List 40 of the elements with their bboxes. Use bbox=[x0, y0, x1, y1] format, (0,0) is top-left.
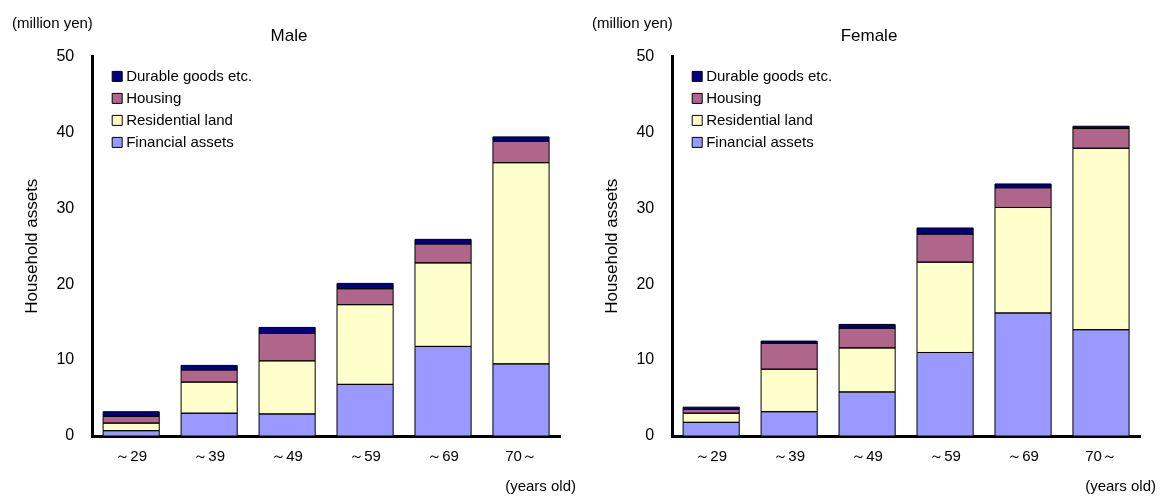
text: (years old) bbox=[505, 476, 576, 494]
y-tick-label: 40 bbox=[636, 122, 655, 140]
x-tick-label: 70～ bbox=[505, 447, 537, 465]
legend-label: Housing bbox=[126, 88, 182, 106]
x-tick-label: ～49 bbox=[271, 447, 303, 465]
y-tick-label: 30 bbox=[56, 198, 75, 216]
text: (million yen) bbox=[12, 13, 93, 31]
y-tick-label: 30 bbox=[636, 198, 655, 216]
y-tick-label: 0 bbox=[645, 426, 655, 444]
legend-label: Residential land bbox=[706, 110, 813, 128]
x-tick-label: ～59 bbox=[349, 447, 381, 465]
legend-label: Financial assets bbox=[706, 132, 814, 150]
x-tick-label: 70～ bbox=[1085, 447, 1117, 465]
legend-label: Housing bbox=[706, 88, 762, 106]
x-tick-label: ～29 bbox=[115, 447, 148, 465]
x-tick-label: ～39 bbox=[773, 447, 805, 465]
chart-title: Female bbox=[840, 25, 898, 45]
text: (million yen) bbox=[592, 13, 673, 31]
y-tick-label: 10 bbox=[56, 350, 75, 368]
x-tick-label: ～69 bbox=[427, 447, 459, 465]
legend-label: Durable goods etc. bbox=[126, 66, 253, 84]
y-tick-label: 40 bbox=[56, 122, 75, 140]
y-tick-label: 20 bbox=[636, 274, 655, 292]
y-axis-title: Household assets bbox=[21, 178, 41, 314]
text: (years old) bbox=[1085, 476, 1156, 494]
legend-label: Residential land bbox=[126, 110, 233, 128]
x-tick-label: ～49 bbox=[851, 447, 883, 465]
chart-title: Male bbox=[270, 25, 308, 45]
legend-label: Financial assets bbox=[126, 132, 234, 150]
x-tick-label: ～29 bbox=[695, 447, 728, 465]
x-tick-label: ～59 bbox=[929, 447, 961, 465]
y-axis-title: Household assets bbox=[601, 178, 621, 314]
y-tick-label: 20 bbox=[56, 274, 75, 292]
x-tick-label: ～69 bbox=[1007, 447, 1039, 465]
y-tick-label: 0 bbox=[65, 426, 75, 444]
legend-label: Durable goods etc. bbox=[706, 66, 833, 84]
x-tick-label: ～39 bbox=[193, 447, 225, 465]
y-tick-label: 10 bbox=[636, 350, 655, 368]
y-tick-label: 50 bbox=[636, 46, 655, 64]
y-tick-label: 50 bbox=[56, 46, 75, 64]
